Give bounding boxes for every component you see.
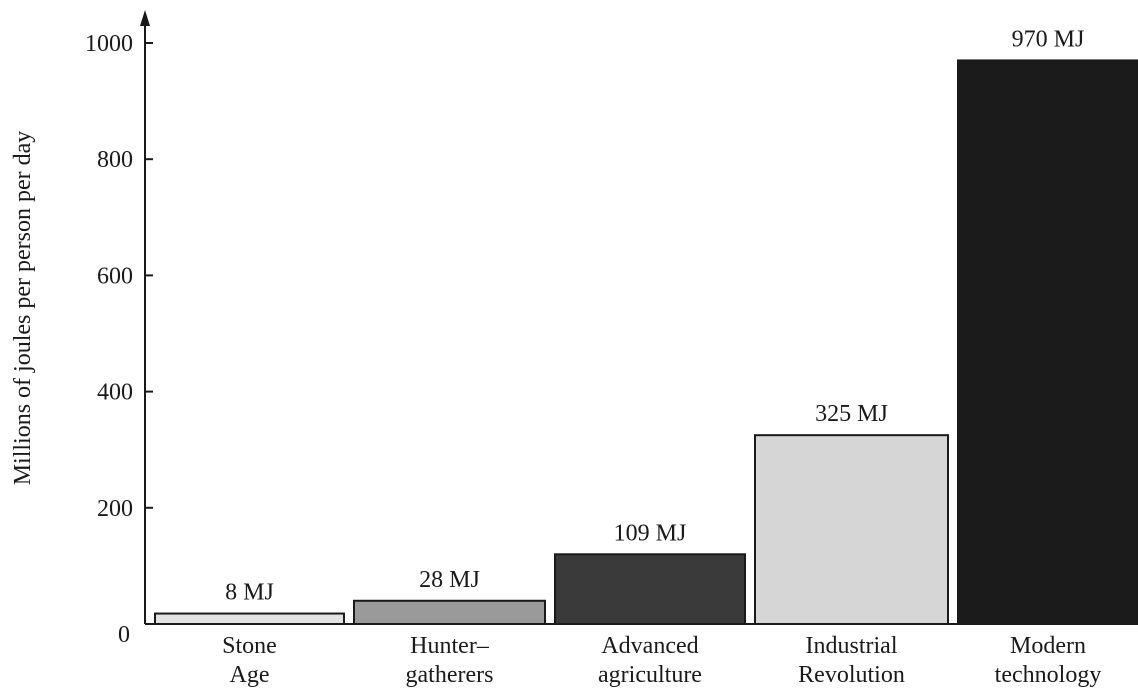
y-axis-title: Millions of joules per person per day <box>10 131 36 486</box>
y-tick-label: 400 <box>97 380 133 406</box>
bar-data-label: 109 MJ <box>614 520 687 546</box>
y-tick-label: 200 <box>97 496 133 522</box>
y-tick-label: 0 <box>118 622 130 648</box>
bar <box>554 553 746 626</box>
bar <box>754 434 949 625</box>
category-labels: Stone Age Hunter– gatherers Advanced agricult… <box>222 633 1101 688</box>
data-labels: 8 MJ 28 MJ 109 MJ 325 MJ 970 MJ <box>225 26 1084 605</box>
category-label: gatherers <box>406 662 494 688</box>
category-label: Modern <box>1010 633 1086 659</box>
y-tick-label: 1000 <box>85 31 133 57</box>
bar <box>957 59 1138 626</box>
y-axis <box>140 10 150 624</box>
category-label: technology <box>995 662 1102 688</box>
category-label: agriculture <box>598 662 702 688</box>
bar <box>353 599 546 626</box>
category-label: Age <box>230 662 270 688</box>
category-label: Industrial <box>806 633 898 659</box>
bar-data-label: 970 MJ <box>1012 26 1085 52</box>
bar <box>154 612 345 625</box>
y-tick-label: 800 <box>97 147 133 173</box>
category-label: Revolution <box>798 662 905 688</box>
bar-data-label: 8 MJ <box>225 580 274 606</box>
category-label: Advanced <box>601 633 698 659</box>
category-label: Stone <box>222 633 277 659</box>
bar-data-label: 28 MJ <box>419 567 480 593</box>
y-ticks: 0 200 400 600 800 1000 <box>85 31 153 648</box>
y-axis-arrow-icon <box>140 10 150 26</box>
y-tick-label: 600 <box>97 263 133 289</box>
category-label: Hunter– <box>410 633 490 659</box>
bar-data-label: 325 MJ <box>815 401 888 427</box>
bars <box>154 59 1138 626</box>
